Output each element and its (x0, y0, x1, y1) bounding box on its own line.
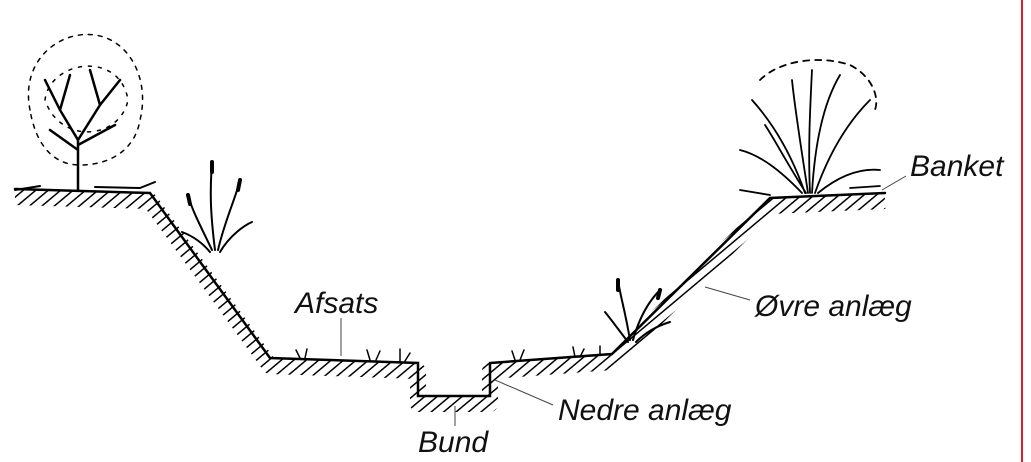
label-ovre-anlaeg: Øvre anlæg (754, 290, 912, 323)
label-nedre-anlaeg: Nedre anlæg (558, 394, 732, 427)
diagram: Banket Afsats Øvre anlæg Nedre anlæg Bun… (0, 0, 1031, 462)
label-banket: Banket (910, 150, 1005, 183)
label-afsats: Afsats (293, 287, 378, 320)
label-bund: Bund (418, 426, 489, 459)
grass-clump (740, 60, 880, 195)
tree (15, 34, 155, 190)
reeds-left (182, 162, 252, 252)
